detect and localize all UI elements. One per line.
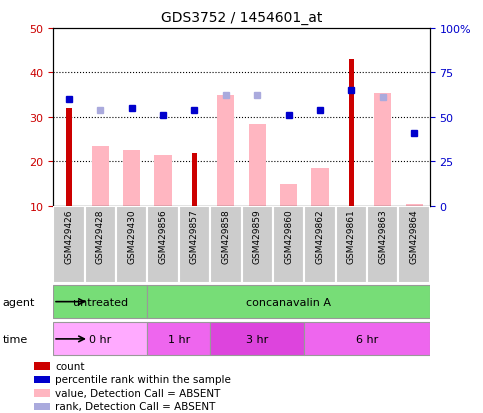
Bar bbox=[53, 206, 85, 283]
Bar bbox=[242, 206, 273, 283]
Bar bbox=[280, 184, 297, 206]
Bar bbox=[249, 124, 266, 206]
Text: 6 hr: 6 hr bbox=[356, 334, 378, 344]
Text: GSM429428: GSM429428 bbox=[96, 209, 105, 263]
Bar bbox=[66, 109, 71, 206]
Text: GSM429430: GSM429430 bbox=[127, 209, 136, 263]
Bar bbox=[147, 285, 430, 318]
Text: 3 hr: 3 hr bbox=[246, 334, 269, 344]
Bar bbox=[34, 389, 50, 396]
Bar bbox=[304, 206, 336, 283]
Text: GSM429860: GSM429860 bbox=[284, 209, 293, 263]
Text: 1 hr: 1 hr bbox=[168, 334, 190, 344]
Bar bbox=[85, 206, 116, 283]
Bar bbox=[179, 206, 210, 283]
Bar bbox=[349, 60, 354, 206]
Text: GSM429858: GSM429858 bbox=[221, 209, 230, 263]
Title: GDS3752 / 1454601_at: GDS3752 / 1454601_at bbox=[161, 11, 322, 25]
Bar bbox=[217, 95, 234, 206]
Text: untreated: untreated bbox=[72, 297, 128, 307]
Bar bbox=[367, 206, 398, 283]
Text: agent: agent bbox=[2, 297, 35, 307]
Bar bbox=[147, 206, 179, 283]
Bar bbox=[398, 206, 430, 283]
Text: count: count bbox=[56, 361, 85, 371]
Bar bbox=[304, 323, 430, 356]
Text: GSM429864: GSM429864 bbox=[410, 209, 419, 263]
Bar bbox=[92, 147, 109, 206]
Bar bbox=[34, 376, 50, 383]
Bar bbox=[192, 153, 197, 206]
Text: value, Detection Call = ABSENT: value, Detection Call = ABSENT bbox=[56, 388, 221, 398]
Bar bbox=[53, 285, 147, 318]
Text: GSM429862: GSM429862 bbox=[315, 209, 325, 263]
Text: 0 hr: 0 hr bbox=[89, 334, 112, 344]
Text: GSM429861: GSM429861 bbox=[347, 209, 356, 263]
Text: percentile rank within the sample: percentile rank within the sample bbox=[56, 375, 231, 385]
Bar bbox=[336, 206, 367, 283]
Bar bbox=[34, 362, 50, 370]
Text: rank, Detection Call = ABSENT: rank, Detection Call = ABSENT bbox=[56, 401, 216, 411]
Bar bbox=[116, 206, 147, 283]
Bar bbox=[53, 323, 147, 356]
Bar bbox=[147, 323, 210, 356]
Bar bbox=[210, 206, 242, 283]
Text: GSM429857: GSM429857 bbox=[190, 209, 199, 263]
Bar bbox=[155, 155, 171, 206]
Text: concanavalin A: concanavalin A bbox=[246, 297, 331, 307]
Bar bbox=[34, 403, 50, 410]
Text: GSM429859: GSM429859 bbox=[253, 209, 262, 263]
Bar bbox=[406, 204, 423, 206]
Bar bbox=[312, 169, 328, 206]
Text: time: time bbox=[2, 334, 28, 344]
Text: GSM429863: GSM429863 bbox=[378, 209, 387, 263]
Text: GSM429426: GSM429426 bbox=[64, 209, 73, 263]
Bar bbox=[273, 206, 304, 283]
Text: GSM429856: GSM429856 bbox=[158, 209, 168, 263]
Bar bbox=[123, 151, 140, 206]
Bar bbox=[374, 93, 391, 206]
Bar bbox=[210, 323, 304, 356]
